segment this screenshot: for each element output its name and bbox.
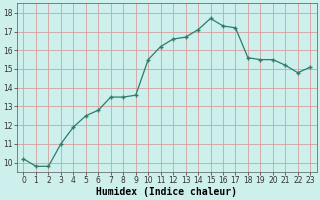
- X-axis label: Humidex (Indice chaleur): Humidex (Indice chaleur): [96, 186, 237, 197]
